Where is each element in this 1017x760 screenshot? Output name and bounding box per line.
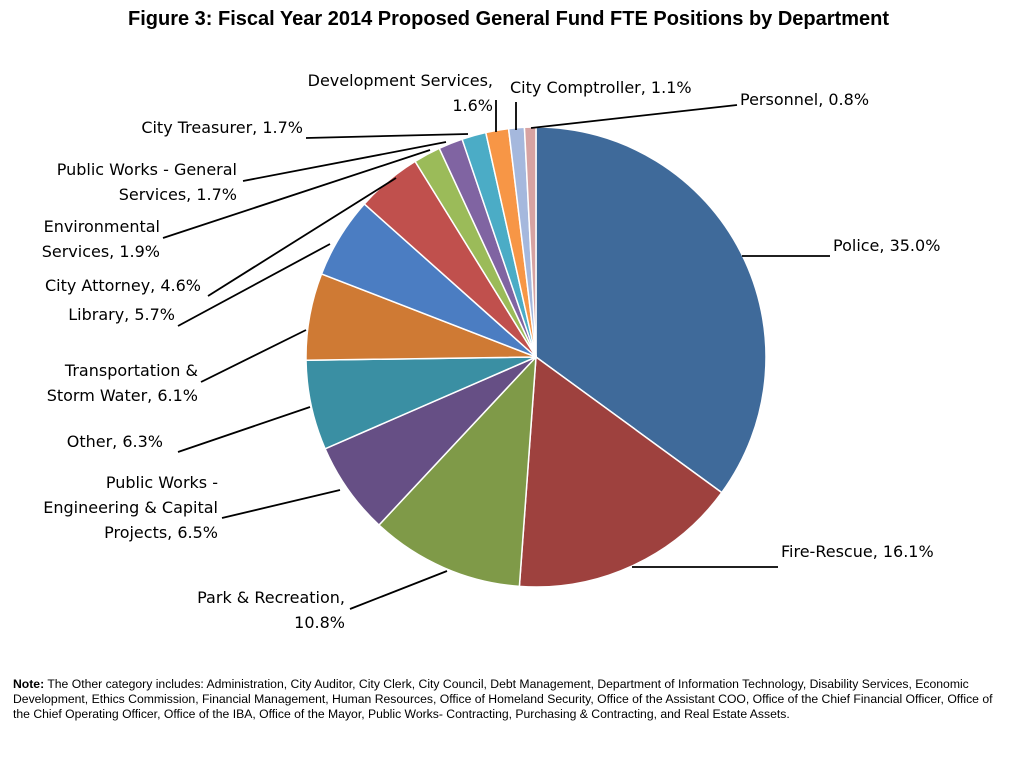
slice-label-line: 10.8%	[294, 613, 345, 632]
slice-label: Library, 5.7%	[68, 305, 175, 324]
slice-label-line: Services, 1.9%	[42, 242, 160, 261]
slice-label-line: Fire-Rescue, 16.1%	[781, 542, 934, 561]
slice-label-line: Transportation &	[64, 361, 198, 380]
slice-label: Police, 35.0%	[833, 236, 940, 255]
chart-title: Figure 3: Fiscal Year 2014 Proposed Gene…	[128, 8, 889, 30]
note-text: The Other category includes: Administrat…	[13, 677, 993, 721]
slice-label: Development Services, 1.6%	[308, 71, 493, 115]
slice-label-line: Storm Water, 6.1%	[47, 386, 198, 405]
slice-labels: Police, 35.0% Fire-Rescue, 16.1% Park & Re…	[42, 71, 941, 632]
slice-label-line: Public Works -	[106, 473, 218, 492]
leader-line	[162, 149, 431, 239]
pie-slice-police	[535, 126, 767, 494]
slice-label: Fire-Rescue, 16.1%	[781, 542, 934, 561]
slice-label-line: 1.6%	[452, 96, 493, 115]
pie-chart: Police, 35.0% Fire-Rescue, 16.1% Park & Re…	[42, 71, 941, 632]
slice-label: City Treasurer, 1.7%	[141, 118, 303, 137]
pie-slice-fire-rescue	[518, 355, 723, 588]
slice-label: City Comptroller, 1.1%	[510, 78, 692, 97]
leader-line	[349, 570, 448, 610]
slice-label: Transportation & Storm Water, 6.1%	[47, 361, 198, 405]
slice-label-line: Engineering & Capital	[43, 498, 218, 517]
leader-line	[305, 133, 469, 139]
slice-label-line: Development Services,	[308, 71, 493, 90]
pie-slices	[305, 126, 767, 588]
slice-label-line: City Attorney, 4.6%	[45, 276, 201, 295]
slice-label-line: Other, 6.3%	[67, 432, 163, 451]
slice-label-line: Library, 5.7%	[68, 305, 175, 324]
leader-line	[530, 104, 738, 129]
chart-note: Note: The Other category includes: Admin…	[13, 677, 998, 722]
slice-label: Public Works - Engineering & Capital Proje…	[43, 473, 218, 542]
leader-line	[177, 243, 331, 327]
slice-label-line: Projects, 6.5%	[104, 523, 218, 542]
slice-label-line: Environmental	[44, 217, 160, 236]
leader-line	[200, 329, 307, 383]
slice-label-line: City Treasurer, 1.7%	[141, 118, 303, 137]
leader-line	[177, 406, 311, 453]
leader-line	[242, 141, 447, 182]
slice-label: Park & Recreation, 10.8%	[197, 588, 345, 632]
slice-label: Personnel, 0.8%	[740, 90, 869, 109]
slice-label-line: Public Works - General	[57, 160, 237, 179]
slice-label-line: Services, 1.7%	[119, 185, 237, 204]
slice-label: Other, 6.3%	[67, 432, 163, 451]
note-label: Note:	[13, 677, 45, 691]
slice-label-line: City Comptroller, 1.1%	[510, 78, 692, 97]
slice-label-line: Police, 35.0%	[833, 236, 940, 255]
slice-label-line: Personnel, 0.8%	[740, 90, 869, 109]
slice-label-line: Park & Recreation,	[197, 588, 345, 607]
slice-label: City Attorney, 4.6%	[45, 276, 201, 295]
slice-label: Public Works - General Services, 1.7%	[57, 160, 237, 204]
leader-line	[221, 489, 341, 519]
leader-line	[207, 177, 397, 297]
slice-label: Environmental Services, 1.9%	[42, 217, 160, 261]
pie-slice-park-recreation	[377, 354, 537, 588]
leader-lines	[162, 100, 830, 610]
